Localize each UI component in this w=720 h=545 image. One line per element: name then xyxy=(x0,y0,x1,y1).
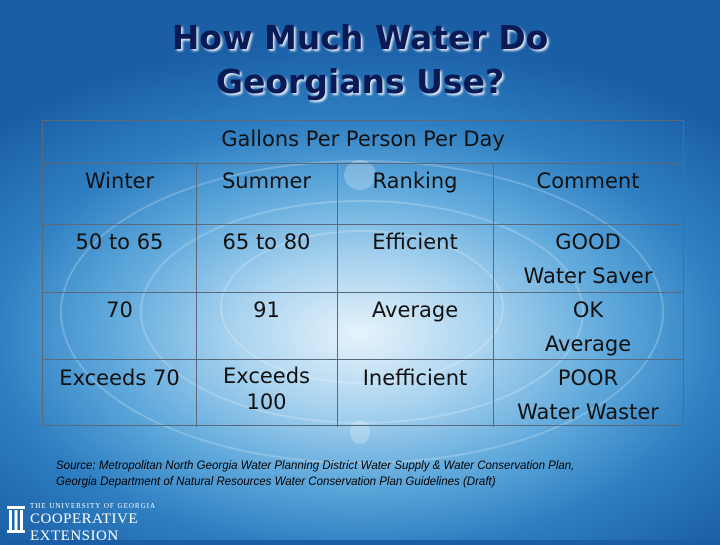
water-drop xyxy=(350,420,370,444)
column-header-ranking: Ranking xyxy=(372,169,458,193)
source-line-2: Georgia Department of Natural Resources … xyxy=(56,476,496,488)
table-cell-winter: 70 xyxy=(106,298,133,322)
comment-rating: GOOD xyxy=(555,230,621,254)
comment-description: Water Saver xyxy=(523,264,653,288)
slide-title: How Much Water Do Georgians Use? xyxy=(0,16,720,104)
summer-value-line-2: 100 xyxy=(246,390,287,414)
table-cell-summer: Exceeds 100 xyxy=(196,363,337,415)
source-citation: Source: Metropolitan North Georgia Water… xyxy=(56,458,676,490)
summer-value-line-1: Exceeds xyxy=(223,364,310,388)
grid-line xyxy=(43,359,683,360)
table-caption: Gallons Per Person Per Day xyxy=(43,121,683,164)
grid-line xyxy=(43,292,683,293)
logo-university-text: THE UNIVERSITY OF GEORGIA xyxy=(30,502,157,510)
water-drop xyxy=(344,160,376,190)
grid-line xyxy=(43,224,683,225)
comment-description: Average xyxy=(544,332,632,356)
title-line-1: How Much Water Do xyxy=(171,18,549,57)
table-cell-winter: Exceeds 70 xyxy=(59,366,180,390)
comment-rating: POOR xyxy=(557,366,619,390)
table-cell-summer: 91 xyxy=(253,298,280,322)
arch-icon xyxy=(7,506,25,533)
table-cell-ranking: Inefficient xyxy=(362,366,468,390)
comment-description: Water Waster xyxy=(517,400,659,424)
table-cell-comment: POOR Water Waster xyxy=(493,363,683,427)
column-header-summer: Summer xyxy=(221,169,312,193)
source-line-1: Source: Metropolitan North Georgia Water… xyxy=(56,460,575,472)
column-header-winter: Winter xyxy=(84,169,155,193)
uga-extension-logo: THE UNIVERSITY OF GEORGIA COOPERATIVE EX… xyxy=(6,502,186,544)
comment-rating: OK xyxy=(572,298,604,322)
grid-line xyxy=(337,163,338,427)
grid-line xyxy=(493,163,494,427)
table-cell-ranking: Average xyxy=(371,298,459,322)
table-cell-comment: GOOD Water Saver xyxy=(493,227,683,291)
table-cell-comment: OK Average xyxy=(493,295,683,359)
table-cell-summer: 65 to 80 xyxy=(222,230,311,254)
water-use-table: Gallons Per Person Per Day Winter Summer… xyxy=(42,120,684,427)
table-cell-winter: 50 to 65 xyxy=(75,230,164,254)
title-line-2: Georgians Use? xyxy=(215,62,505,101)
ripple xyxy=(60,160,664,464)
grid-line xyxy=(196,163,197,427)
column-header-comment: Comment xyxy=(536,169,640,193)
table-cell-ranking: Efficient xyxy=(372,230,458,254)
